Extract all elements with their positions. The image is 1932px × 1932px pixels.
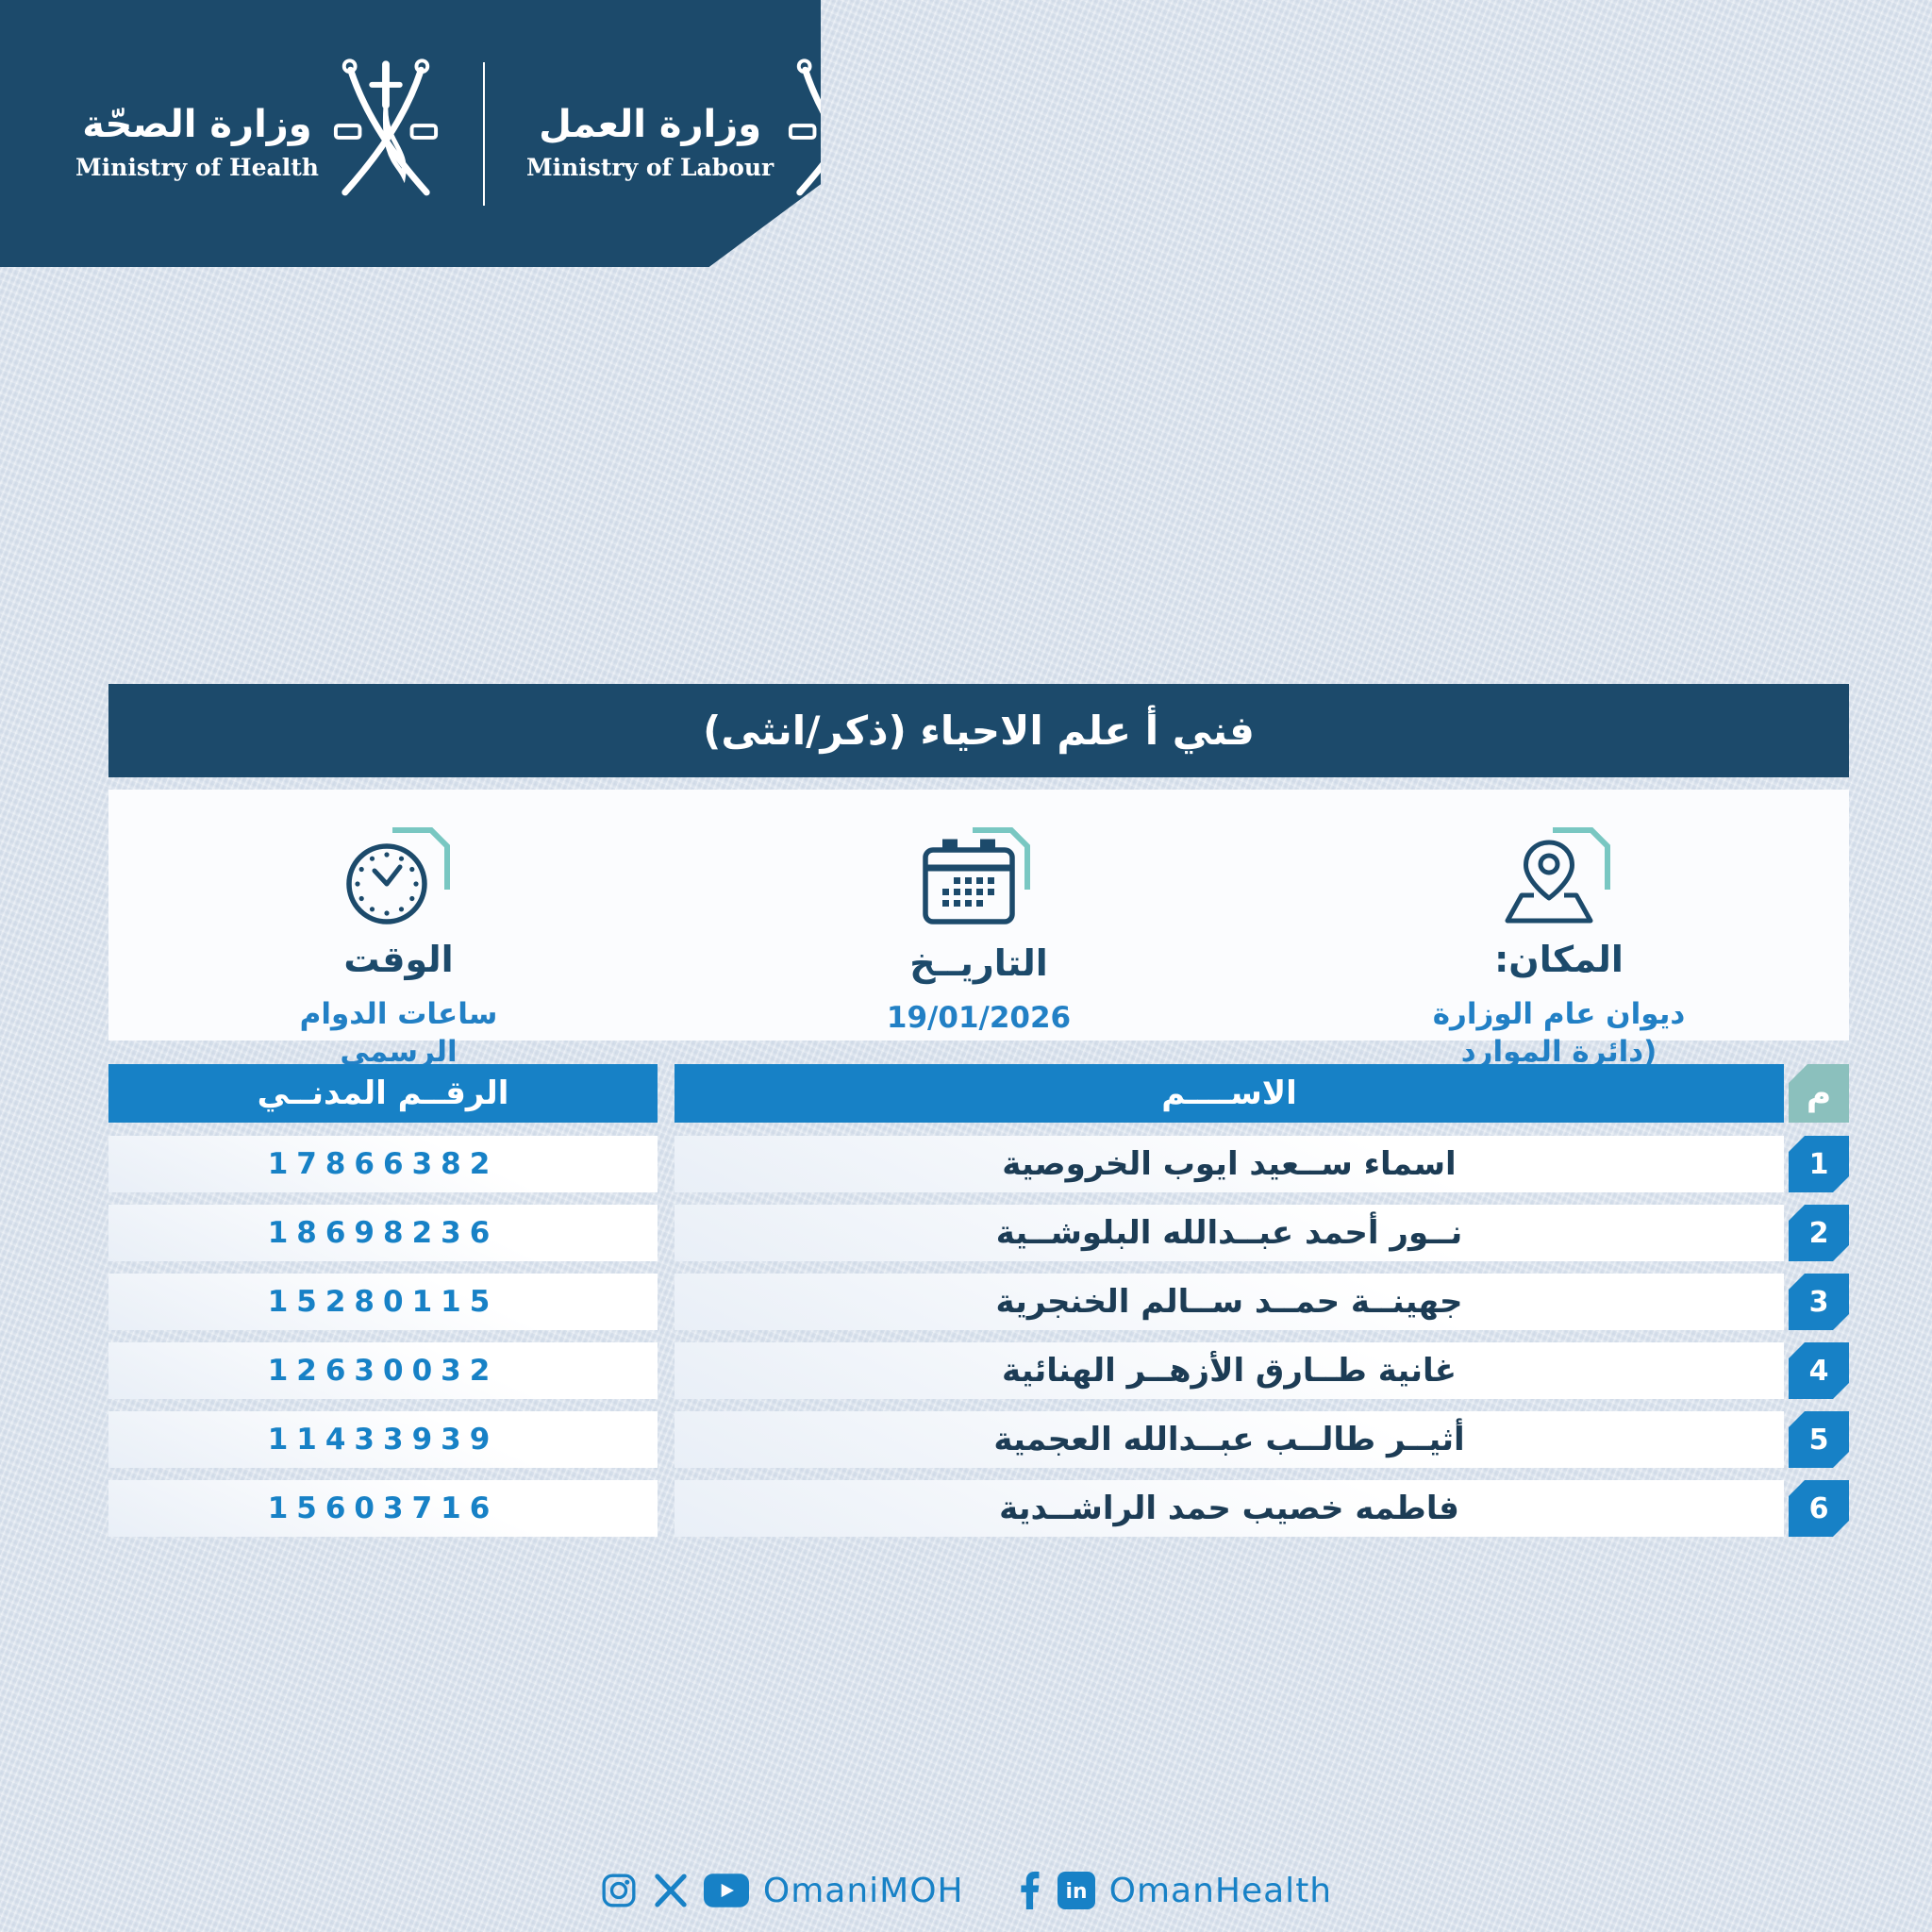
ministry-of-labour-logo: وزارة العمل Ministry of Labour [526,103,774,181]
job-title-text: فني أ علم الاحياء (ذكر/انثى) [703,708,1255,754]
candidate-civil-id: 15603716 [108,1480,658,1537]
candidate-civil-id: 17866382 [108,1136,658,1192]
info-panel: المكان: ديوان عام الوزارة (دائرة الموارد… [108,790,1849,1108]
calendar-icon [922,827,1030,924]
ministry-of-health-logo: وزارة الصحّة Ministry of Health [75,103,319,181]
candidate-civil-id: 11433939 [108,1411,658,1468]
map-pin-icon [1505,827,1610,924]
row-index-badge: 3 [1789,1274,1849,1330]
table-row: 1 اسماء ســعيد ايوب الخروصية 17866382 [108,1136,1849,1192]
time-label: الوقت [343,939,454,980]
ministry-health-english-name: Ministry of Health [75,154,319,181]
oman-national-emblem-icon [789,58,821,195]
table-row: 6 فاطمه خصيب حمد الراشــدية 15603716 [108,1480,1849,1537]
table-row: 4 غانية طــارق الأزهــر الهنائية 1263003… [108,1342,1849,1399]
location-label: المكان: [1494,939,1624,980]
ministry-labour-english-name: Ministry of Labour [525,154,774,181]
candidate-civil-id: 18698236 [108,1205,658,1261]
banner-divider [482,61,485,206]
info-item-date: التاريــخ 19/01/2026 [689,824,1269,1041]
facebook-icon[interactable] [1006,1872,1043,1909]
candidate-name: أثيــر طالــب عبــدالله العجمية [675,1411,1784,1468]
ministry-health-arabic-name: وزارة الصحّة [82,103,312,146]
row-index-badge: 6 [1789,1480,1849,1537]
oman-national-emblem-icon [333,58,439,195]
candidate-name: جهينــة حمــد ســالم الخنجرية [675,1274,1784,1330]
row-index-badge: 2 [1789,1205,1849,1261]
row-index-badge: 5 [1789,1411,1849,1468]
x-twitter-icon[interactable] [652,1872,690,1909]
candidate-name: اسماء ســعيد ايوب الخروصية [675,1136,1784,1192]
info-item-time: الوقت ساعات الدوام الرسمي [108,824,689,1069]
clock-icon [345,827,450,924]
instagram-icon[interactable] [600,1872,638,1909]
table-row: 2 نــور أحمد عبــدالله البلوشــية 186982… [108,1205,1849,1261]
ministry-labour-arabic-name: وزارة العمل [539,103,762,146]
candidates-table: م الاســــم الرقــم المدنــي 1 اسماء ســ… [108,1064,1849,1549]
social-footer: OmaniMOH in OmanHealth [0,1860,1932,1921]
row-index-badge: 1 [1789,1136,1849,1192]
youtube-icon[interactable] [703,1872,749,1909]
column-header-index: م [1789,1064,1849,1123]
candidate-name: فاطمه خصيب حمد الراشــدية [675,1480,1784,1537]
column-header-civil-id: الرقــم المدنــي [108,1064,658,1123]
date-label: التاريــخ [909,942,1048,984]
moh-social-handle[interactable]: OmaniMOH [762,1871,964,1910]
oman-health-social-handle[interactable]: OmanHealth [1108,1871,1333,1910]
time-value: ساعات الدوام الرسمي [299,997,498,1070]
candidate-civil-id: 12630032 [108,1342,658,1399]
table-row: 5 أثيــر طالــب عبــدالله العجمية 114339… [108,1411,1849,1468]
date-value: 19/01/2026 [886,1001,1072,1035]
table-row: 3 جهينــة حمــد ســالم الخنجرية 15280115 [108,1274,1849,1330]
location-value: ديوان عام الوزارة (دائرة الموارد البشرية… [1432,997,1686,1108]
candidate-name: نــور أحمد عبــدالله البلوشــية [675,1205,1784,1261]
row-index-badge: 4 [1789,1342,1849,1399]
linkedin-icon[interactable]: in [1057,1872,1095,1909]
table-header-row: م الاســــم الرقــم المدنــي [108,1064,1849,1123]
svg-text:in: in [1065,1880,1087,1904]
info-item-location: المكان: ديوان عام الوزارة (دائرة الموارد… [1269,824,1849,1108]
column-header-name: الاســــم [675,1064,1784,1123]
candidate-civil-id: 15280115 [108,1274,658,1330]
job-title-bar: فني أ علم الاحياء (ذكر/انثى) [108,684,1849,777]
ministries-banner: وزارة الصحّة Ministry of Health وزارة ال… [0,0,821,267]
candidate-name: غانية طــارق الأزهــر الهنائية [675,1342,1784,1399]
